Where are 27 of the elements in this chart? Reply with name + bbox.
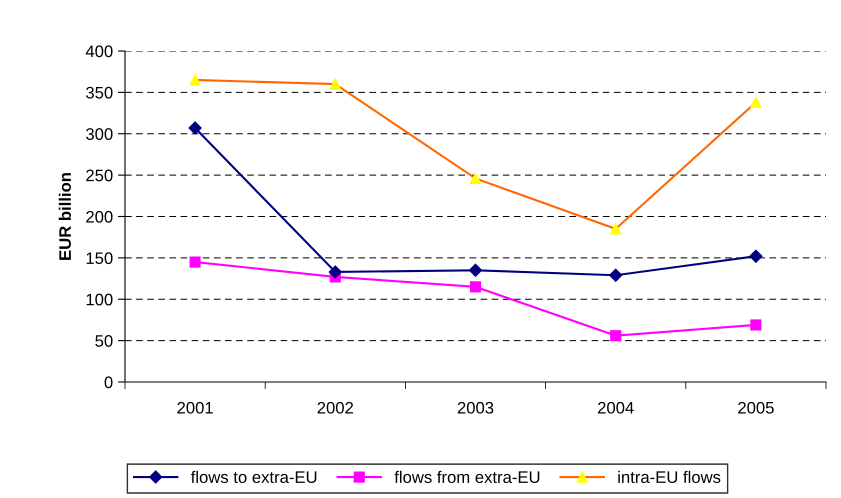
x-tick-label: 2001 (177, 402, 213, 414)
x-tick-label: 2005 (738, 402, 774, 414)
y-axis-title: EUR billion (58, 173, 71, 260)
point (609, 268, 622, 282)
y-tick-label: 300 (86, 128, 113, 140)
y-tick-label: 50 (95, 335, 113, 347)
point (750, 319, 762, 330)
x-tick-label: 2002 (318, 402, 354, 414)
y-tick-label: 0 (104, 376, 113, 388)
x-tick-label: 2003 (458, 402, 494, 414)
y-tick-label: 200 (86, 210, 113, 223)
point (470, 281, 482, 292)
point (468, 264, 482, 277)
y-tick-label: 400 (86, 45, 113, 58)
legend-label: intra-EU flows (618, 470, 720, 484)
point (188, 121, 202, 135)
x-tick-label: 2004 (598, 402, 634, 414)
y-tick-label: 100 (86, 294, 113, 306)
point (328, 265, 342, 279)
y-tick-label: 250 (86, 170, 113, 182)
point (749, 250, 762, 263)
legend-label: flows from extra-EU (394, 470, 540, 484)
point (610, 330, 622, 342)
y-tick-label: 350 (86, 86, 113, 99)
legend-label: flows to extra-EU (190, 470, 316, 484)
y-tick-label: 150 (86, 252, 113, 264)
point (190, 256, 201, 268)
